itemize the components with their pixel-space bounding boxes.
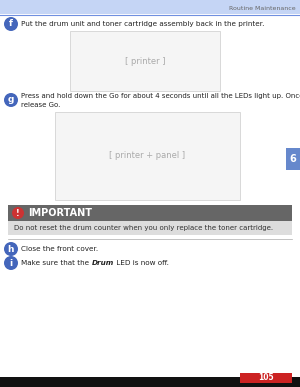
- Text: IMPORTANT: IMPORTANT: [28, 208, 92, 218]
- Text: !: !: [16, 209, 20, 217]
- Text: i: i: [9, 259, 13, 267]
- Circle shape: [4, 93, 18, 107]
- Bar: [8, 221, 292, 235]
- Text: release Go.: release Go.: [21, 102, 60, 108]
- Text: Routine Maintenance: Routine Maintenance: [230, 7, 296, 12]
- Text: Make sure that the: Make sure that the: [21, 260, 92, 266]
- Circle shape: [12, 207, 24, 219]
- Text: 6: 6: [290, 154, 296, 164]
- Bar: [0, 377, 300, 387]
- Text: Drum: Drum: [92, 260, 114, 266]
- Text: LED is now off.: LED is now off.: [114, 260, 169, 266]
- Bar: [55, 112, 240, 200]
- Text: g: g: [8, 96, 14, 104]
- Text: Close the front cover.: Close the front cover.: [21, 246, 98, 252]
- Bar: [0, 0, 300, 14]
- Text: 105: 105: [258, 373, 274, 382]
- Text: Press and hold down the Go for about 4 seconds until all the LEDs light up. Once: Press and hold down the Go for about 4 s…: [21, 93, 300, 99]
- Text: [ printer + panel ]: [ printer + panel ]: [109, 151, 185, 161]
- Circle shape: [4, 17, 18, 31]
- Bar: [70, 31, 220, 91]
- Circle shape: [4, 256, 18, 270]
- Bar: [286, 148, 300, 170]
- Text: f: f: [9, 19, 13, 29]
- Text: Put the drum unit and toner cartridge assembly back in the printer.: Put the drum unit and toner cartridge as…: [21, 21, 264, 27]
- Circle shape: [4, 242, 18, 256]
- Bar: [240, 373, 292, 383]
- Text: [ printer ]: [ printer ]: [125, 57, 165, 65]
- Text: Do not reset the drum counter when you only replace the toner cartridge.: Do not reset the drum counter when you o…: [14, 225, 273, 231]
- Text: h: h: [8, 245, 14, 253]
- Bar: [8, 205, 292, 221]
